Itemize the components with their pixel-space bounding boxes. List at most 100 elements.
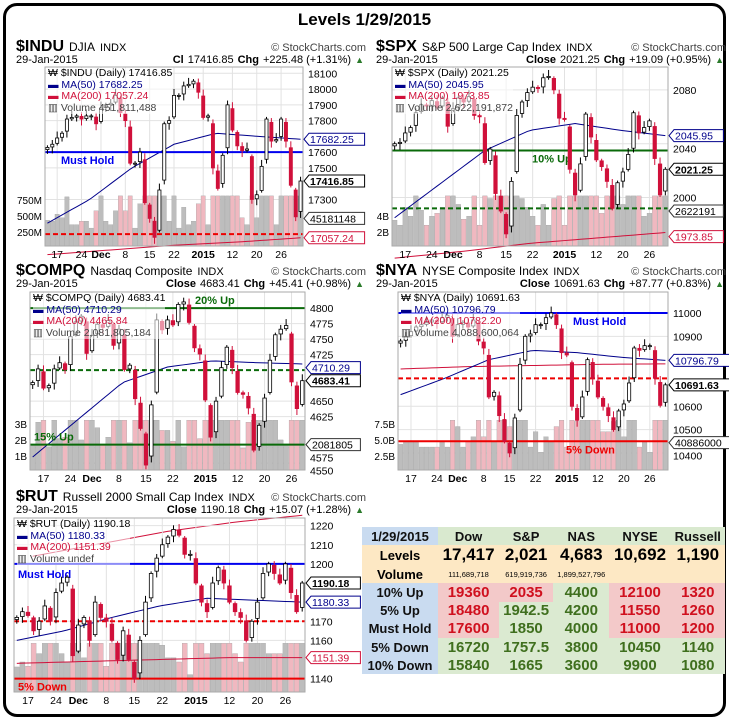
volume-icon: ▥	[33, 326, 46, 339]
index-name: Nasdaq Composite	[90, 264, 193, 278]
value-tag: 2622191	[668, 204, 724, 218]
candle	[541, 77, 546, 88]
level-cell: 17,417	[438, 545, 500, 566]
candle	[567, 126, 572, 170]
y-tick-label: 2000	[673, 193, 697, 205]
x-tick-label: 20	[251, 249, 263, 261]
legend-item: ₩ $NYA (Daily) 10691.63	[401, 292, 520, 305]
y-tick-label: 4725	[310, 350, 334, 362]
x-tick-label: 22	[167, 473, 179, 485]
candle	[663, 384, 668, 403]
legend-text: MA(200) 4465.84	[46, 315, 128, 327]
stockcharts-watermark: © StockCharts.com	[271, 492, 366, 504]
x-tick-label: Dec	[69, 695, 88, 707]
volume-cell: 619,919,736	[499, 565, 554, 584]
ma200-icon: ▬	[395, 90, 409, 102]
candle	[181, 85, 186, 95]
value-tag-text: 17416.85	[310, 176, 354, 188]
candle	[254, 194, 259, 200]
target-cell: 18480	[438, 601, 500, 620]
candle	[504, 214, 509, 235]
legend-item: ▬ MA(50) 1180.33	[17, 530, 130, 543]
legend-item: ₩ $SPX (Daily) 2021.25	[395, 67, 513, 80]
x-tick-label: 15	[140, 473, 152, 485]
candle	[176, 304, 181, 323]
up-arrow-icon: ▲	[355, 505, 364, 515]
candle	[84, 115, 89, 119]
chart-legend: ₩ $COMPQ (Daily) 4683.41 ▬ MA(50) 4710.29…	[33, 292, 166, 339]
volume-cell	[609, 565, 671, 584]
value-tag-text: 2021.25	[675, 164, 713, 176]
candle	[658, 381, 663, 406]
candle	[647, 120, 652, 127]
legend-text: MA(50) 4710.29	[46, 303, 122, 316]
candle	[216, 567, 221, 582]
candle	[227, 585, 232, 603]
volume-tick-label: 7.5B	[374, 420, 395, 431]
chg-value: +87.77 (+0.83%)	[629, 278, 712, 290]
volume-cell: 1,899,527,796	[553, 565, 610, 584]
x-tick-label: 2015	[553, 249, 577, 261]
close-value: 4683.41	[199, 278, 240, 290]
stockcharts-watermark: © StockCharts.com	[271, 266, 366, 278]
chg-value: +15.07 (+1.28%)	[269, 504, 352, 516]
target-cell: 1320	[670, 583, 725, 602]
level-label: 20% Up	[195, 295, 235, 307]
chart-title-group: $SPX S&P 500 Large Cap Index INDX	[376, 38, 592, 56]
ma200-line	[400, 363, 666, 370]
candle	[74, 115, 79, 118]
target-cell: 12100	[609, 583, 671, 602]
candle	[206, 115, 211, 118]
candle	[585, 359, 590, 392]
candle	[213, 400, 219, 433]
candle	[172, 94, 176, 118]
column-header: Russell	[670, 527, 725, 546]
x-tick-label: 17	[22, 695, 34, 707]
candle	[255, 601, 260, 619]
legend-item: ▬ MA(200) 17057.24	[48, 90, 172, 103]
x-tick-label: 12	[232, 473, 244, 485]
legend-item: ▬ MA(50) 2045.95	[395, 79, 513, 92]
x-tick-label: 15	[128, 695, 140, 707]
value-tag-text: 10691.63	[675, 380, 719, 392]
chart-subheader: 29-Jan-2015 Cl 17416.85 Chg +225.48 (+1.31%)…	[16, 54, 364, 66]
candle	[45, 147, 50, 150]
candle	[42, 605, 47, 620]
candle	[230, 349, 235, 369]
exchange: INDX	[197, 266, 224, 278]
volume-tick-label: 500M	[17, 212, 42, 223]
candle	[279, 118, 284, 137]
legend-text: Volume undef	[29, 552, 95, 565]
row-label: Levels	[362, 545, 438, 566]
chg-label: Chg	[603, 54, 626, 66]
candle	[523, 335, 528, 361]
chart-legend: ₩ $RUT (Daily) 1190.18 ▬ MA(50) 1180.33 ▬ …	[17, 518, 131, 565]
volume-tick-label: 250M	[17, 228, 42, 239]
value-tag: 4683.41	[305, 374, 361, 388]
candle	[535, 86, 541, 89]
close-label: Close	[526, 54, 556, 66]
table-row: 5% Down 16720 1757.5 3800 10450 1140	[362, 637, 725, 657]
y-tick-label: 4750	[310, 334, 334, 346]
plot-frame	[13, 517, 306, 693]
x-tick-label: 26	[275, 249, 287, 261]
candle	[57, 362, 62, 369]
legend-item: ▬ MA(50) 4710.29	[33, 303, 165, 317]
legend-item: ₩ $COMPQ (Daily) 4683.41	[33, 292, 165, 305]
candle	[50, 143, 55, 148]
candle	[245, 148, 249, 151]
volume-icon: ▥	[401, 326, 414, 339]
candle	[137, 639, 143, 674]
value-tag-text: 17682.25	[310, 134, 354, 146]
candle	[249, 156, 254, 200]
level-cell: 4,683	[553, 545, 610, 566]
y-tick-label: 18000	[308, 84, 337, 96]
legend-text: $SPX (Daily) 2021.25	[407, 67, 509, 79]
value-tag: 2021.25	[668, 162, 724, 176]
volume-bar	[232, 653, 238, 693]
x-tick-label: 17	[38, 473, 50, 485]
legend-item: ▥ Volume 2,622,191,872	[395, 102, 513, 115]
chg-value: +225.48 (+1.31%)	[263, 54, 352, 66]
candle	[208, 405, 213, 438]
